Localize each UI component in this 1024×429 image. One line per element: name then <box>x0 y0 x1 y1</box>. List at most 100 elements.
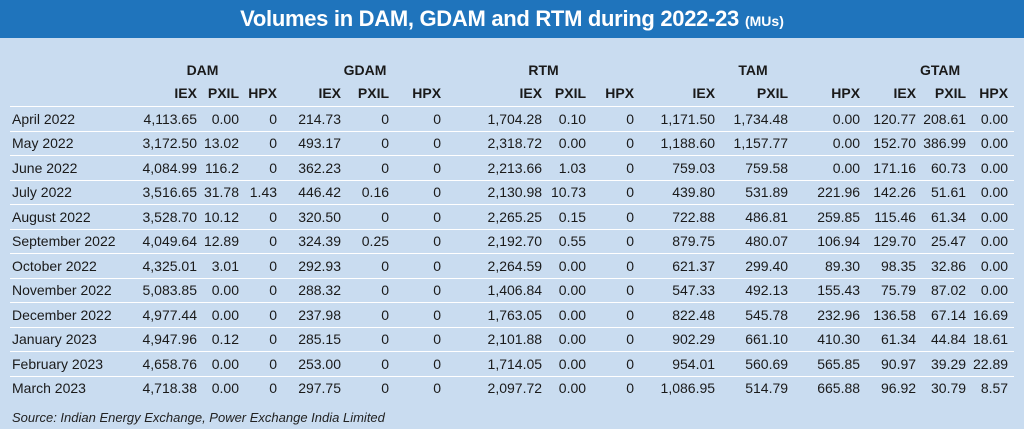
month-cell: October 2022 <box>10 253 122 278</box>
column-header: IEX <box>174 85 197 101</box>
value-cell: 0 <box>347 155 396 180</box>
table-container: DAM GDAM RTM TAM GTAM IEX PXIL HPX IEX P… <box>0 38 1024 400</box>
value-cell: 0 <box>592 204 641 229</box>
value-cell: 51.61 <box>922 179 973 205</box>
value-cell: 0.25 <box>347 228 396 254</box>
column-header: PXIL <box>207 85 239 101</box>
value-cell: 0.00 <box>548 351 593 376</box>
value-cell: 2,318.72 <box>447 130 549 156</box>
column-header: HPX <box>605 85 635 101</box>
value-cell: 0.00 <box>972 130 1015 156</box>
value-cell: 0.00 <box>548 130 593 156</box>
column-header: IEX <box>692 85 716 101</box>
value-cell: 1,171.50 <box>640 106 722 131</box>
value-cell: 446.42 <box>283 179 348 205</box>
value-cell: 0 <box>245 302 284 327</box>
value-cell: 0 <box>245 253 284 278</box>
value-cell: 0.00 <box>203 351 245 376</box>
value-cell: 142.26 <box>866 179 923 205</box>
value-cell: 61.34 <box>866 326 923 352</box>
source-note: Source: Indian Energy Exchange, Power Ex… <box>12 410 385 425</box>
value-cell: 3,528.70 <box>122 204 203 229</box>
value-cell: 1,157.77 <box>721 130 795 156</box>
value-cell: 292.93 <box>283 253 348 278</box>
value-cell: 259.85 <box>794 204 867 229</box>
value-cell: 0 <box>592 302 641 327</box>
table-body: April 2022 4,113.65 0.00 0 214.73 0 0 1,704.28 0… <box>10 106 1015 400</box>
value-cell: 545.78 <box>721 302 795 327</box>
value-cell: 0 <box>245 204 284 229</box>
value-cell: 0.00 <box>794 106 867 131</box>
value-cell: 0 <box>347 277 396 303</box>
value-cell: 0 <box>592 179 641 205</box>
group-header: TAM <box>738 62 768 78</box>
table-row: March 2023 4,718.38 0.00 0 297.75 0 0 2,097.72 0… <box>10 375 1015 400</box>
table-row: July 2022 3,516.65 31.78 1.43 446.42 0.16 0 2,1… <box>10 179 1015 205</box>
value-cell: 285.15 <box>283 326 348 352</box>
value-cell: 0 <box>347 375 396 400</box>
group-header-row: DAM GDAM RTM TAM GTAM <box>10 60 1014 80</box>
value-cell: 0 <box>592 277 641 303</box>
value-cell: 2,130.98 <box>447 179 549 205</box>
value-cell: 565.85 <box>794 351 867 376</box>
value-cell: 1,188.60 <box>640 130 722 156</box>
value-cell: 0.00 <box>972 155 1015 180</box>
value-cell: 0.00 <box>972 204 1015 229</box>
value-cell: 0.00 <box>972 253 1015 278</box>
value-cell: 25.47 <box>922 228 973 254</box>
value-cell: 0.00 <box>548 326 593 352</box>
value-cell: 0.55 <box>548 228 593 254</box>
value-cell: 362.23 <box>283 155 348 180</box>
value-cell: 0.00 <box>203 106 245 131</box>
value-cell: 1,734.48 <box>721 106 795 131</box>
column-header: PXIL <box>554 85 587 101</box>
value-cell: 214.73 <box>283 106 348 131</box>
value-cell: 44.84 <box>922 326 973 352</box>
value-cell: 560.69 <box>721 351 795 376</box>
table-title-bar: Volumes in DAM, GDAM and RTM during 2022… <box>0 0 1024 38</box>
value-cell: 0 <box>592 375 641 400</box>
value-cell: 120.77 <box>866 106 923 131</box>
value-cell: 0.00 <box>548 302 593 327</box>
value-cell: 171.16 <box>866 155 923 180</box>
table-row: October 2022 4,325.01 3.01 0 292.93 0 0 2,264.5… <box>10 253 1015 278</box>
value-cell: 0 <box>395 253 448 278</box>
value-cell: 60.73 <box>922 155 973 180</box>
value-cell: 0 <box>347 326 396 352</box>
value-cell: 297.75 <box>283 375 348 400</box>
value-cell: 531.89 <box>721 179 795 205</box>
value-cell: 902.29 <box>640 326 722 352</box>
value-cell: 1.43 <box>245 179 284 205</box>
table-row: January 2023 4,947.96 0.12 0 285.15 0 0 2,101.8… <box>10 326 1015 352</box>
table-row: April 2022 4,113.65 0.00 0 214.73 0 0 1,704.28 0… <box>10 106 1015 131</box>
value-cell: 0 <box>347 130 396 156</box>
value-cell: 0 <box>245 130 284 156</box>
value-cell: 0.00 <box>794 155 867 180</box>
value-cell: 2,101.88 <box>447 326 549 352</box>
value-cell: 0 <box>395 228 448 254</box>
value-cell: 4,947.96 <box>122 326 203 352</box>
value-cell: 879.75 <box>640 228 722 254</box>
value-cell: 0 <box>245 277 284 303</box>
table-row: November 2022 5,083.85 0.00 0 288.32 0 0 1,406.… <box>10 277 1015 303</box>
value-cell: 0 <box>245 375 284 400</box>
value-cell: 232.96 <box>794 302 867 327</box>
value-cell: 0 <box>245 155 284 180</box>
value-cell: 5,083.85 <box>122 277 203 303</box>
column-header: HPX <box>831 85 861 101</box>
value-cell: 0 <box>347 253 396 278</box>
value-cell: 320.50 <box>283 204 348 229</box>
value-cell: 129.70 <box>866 228 923 254</box>
value-cell: 0.12 <box>203 326 245 352</box>
value-cell: 621.37 <box>640 253 722 278</box>
value-cell: 486.81 <box>721 204 795 229</box>
value-cell: 18.61 <box>972 326 1015 352</box>
column-header: PXIL <box>357 85 390 101</box>
value-cell: 0 <box>395 204 448 229</box>
value-cell: 253.00 <box>283 351 348 376</box>
group-header: GTAM <box>919 62 961 78</box>
value-cell: 439.80 <box>640 179 722 205</box>
value-cell: 12.89 <box>203 228 245 254</box>
value-cell: 152.70 <box>866 130 923 156</box>
value-cell: 90.97 <box>866 351 923 376</box>
